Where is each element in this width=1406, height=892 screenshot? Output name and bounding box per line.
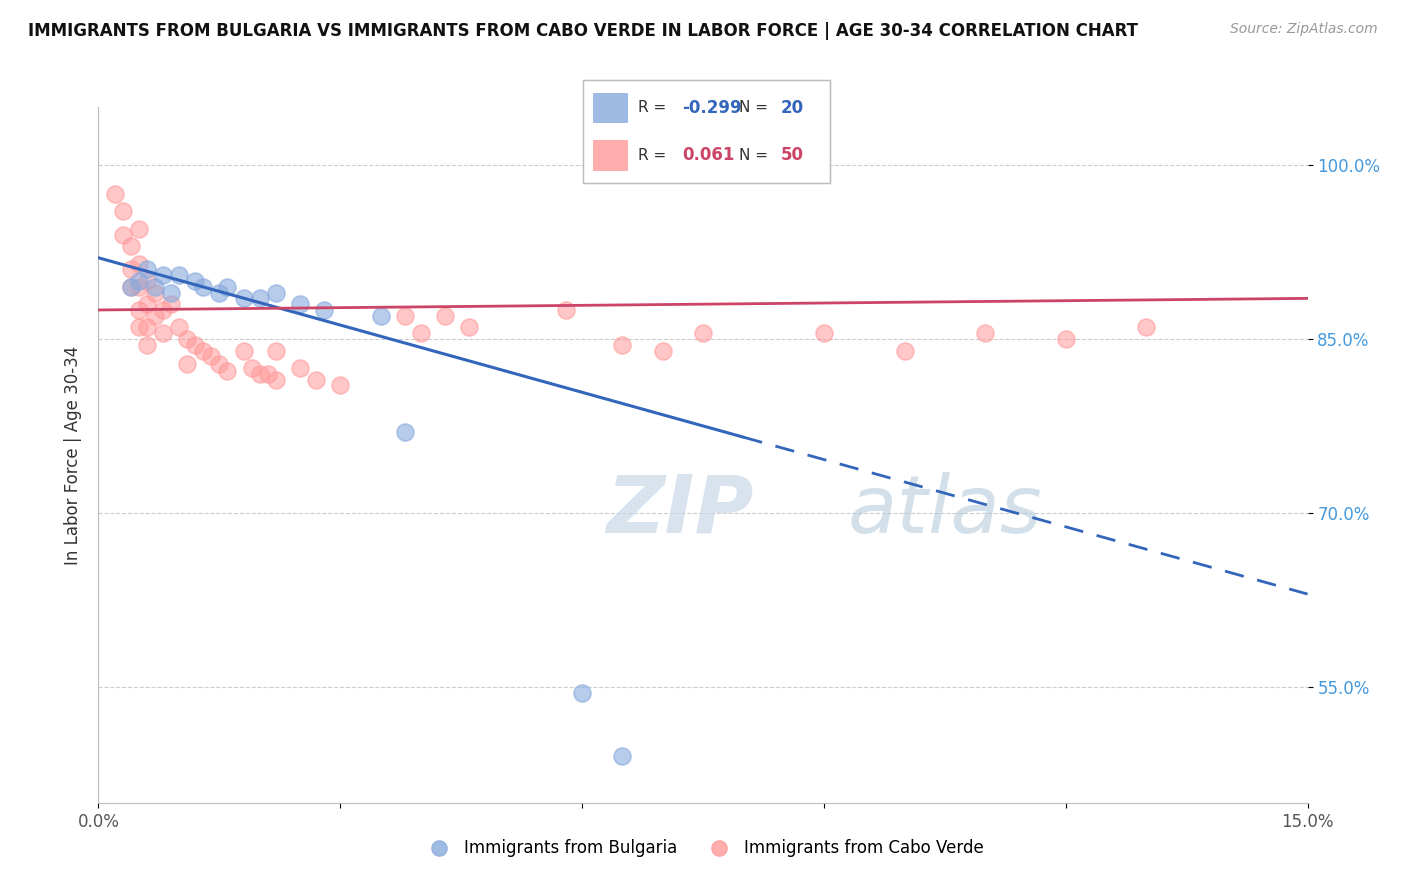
Point bbox=[249, 367, 271, 381]
Text: R =: R = bbox=[638, 101, 671, 115]
Text: Source: ZipAtlas.com: Source: ZipAtlas.com bbox=[1230, 22, 1378, 37]
Point bbox=[184, 338, 207, 352]
Point bbox=[264, 285, 287, 300]
Point bbox=[217, 364, 239, 378]
Point bbox=[135, 297, 157, 311]
Point bbox=[305, 373, 328, 387]
Text: 0.061: 0.061 bbox=[682, 146, 734, 164]
Point bbox=[128, 274, 150, 288]
Point bbox=[200, 350, 222, 364]
Point bbox=[120, 280, 142, 294]
Point bbox=[288, 361, 311, 376]
Text: ZIP: ZIP bbox=[606, 472, 754, 549]
Y-axis label: In Labor Force | Age 30-34: In Labor Force | Age 30-34 bbox=[63, 345, 82, 565]
Point bbox=[160, 297, 183, 311]
Point bbox=[176, 358, 198, 372]
Point bbox=[111, 204, 134, 219]
Point bbox=[217, 280, 239, 294]
Point bbox=[458, 320, 481, 334]
Point bbox=[314, 303, 336, 318]
Point bbox=[160, 285, 183, 300]
Point bbox=[128, 320, 150, 334]
Text: -0.299: -0.299 bbox=[682, 99, 741, 117]
Text: R =: R = bbox=[638, 148, 671, 162]
Bar bbox=[593, 93, 627, 123]
Point bbox=[813, 326, 835, 341]
Point bbox=[232, 343, 254, 358]
Point bbox=[135, 338, 157, 352]
Point bbox=[120, 262, 142, 277]
Point bbox=[232, 291, 254, 305]
Point bbox=[152, 268, 174, 282]
Point bbox=[128, 303, 150, 318]
Point bbox=[167, 320, 190, 334]
Point bbox=[120, 239, 142, 253]
Point bbox=[1054, 332, 1077, 346]
Point bbox=[571, 685, 593, 699]
Point bbox=[329, 378, 352, 392]
Point bbox=[143, 309, 166, 323]
Text: N =: N = bbox=[738, 101, 772, 115]
Point bbox=[120, 280, 142, 294]
Text: 20: 20 bbox=[780, 99, 803, 117]
Point bbox=[135, 262, 157, 277]
Point bbox=[193, 280, 215, 294]
Point bbox=[249, 291, 271, 305]
Point bbox=[264, 343, 287, 358]
Text: N =: N = bbox=[738, 148, 772, 162]
Point bbox=[208, 358, 231, 372]
Point bbox=[143, 285, 166, 300]
Point bbox=[264, 373, 287, 387]
Point bbox=[128, 280, 150, 294]
Point bbox=[184, 274, 207, 288]
Point bbox=[288, 297, 311, 311]
Point bbox=[370, 309, 392, 323]
Point bbox=[152, 303, 174, 318]
Point bbox=[394, 309, 416, 323]
Legend: Immigrants from Bulgaria, Immigrants from Cabo Verde: Immigrants from Bulgaria, Immigrants fro… bbox=[416, 833, 990, 864]
Point bbox=[1135, 320, 1157, 334]
Point bbox=[555, 303, 578, 318]
Point bbox=[103, 187, 125, 202]
Point bbox=[167, 268, 190, 282]
Point bbox=[409, 326, 432, 341]
Point bbox=[208, 285, 231, 300]
Point bbox=[240, 361, 263, 376]
Point bbox=[111, 227, 134, 242]
Point bbox=[434, 309, 457, 323]
Point bbox=[193, 343, 215, 358]
Point bbox=[143, 280, 166, 294]
Point bbox=[128, 257, 150, 271]
Point bbox=[612, 338, 634, 352]
Point bbox=[394, 425, 416, 439]
Point bbox=[651, 343, 673, 358]
Text: IMMIGRANTS FROM BULGARIA VS IMMIGRANTS FROM CABO VERDE IN LABOR FORCE | AGE 30-3: IMMIGRANTS FROM BULGARIA VS IMMIGRANTS F… bbox=[28, 22, 1137, 40]
Point bbox=[692, 326, 714, 341]
Point bbox=[974, 326, 997, 341]
Text: atlas: atlas bbox=[848, 472, 1043, 549]
Point bbox=[612, 749, 634, 764]
Point bbox=[152, 326, 174, 341]
Bar bbox=[593, 140, 627, 170]
Text: 50: 50 bbox=[780, 146, 803, 164]
Point bbox=[135, 274, 157, 288]
Point bbox=[256, 367, 278, 381]
Point bbox=[176, 332, 198, 346]
Point bbox=[893, 343, 915, 358]
Point bbox=[128, 222, 150, 236]
Point bbox=[135, 320, 157, 334]
